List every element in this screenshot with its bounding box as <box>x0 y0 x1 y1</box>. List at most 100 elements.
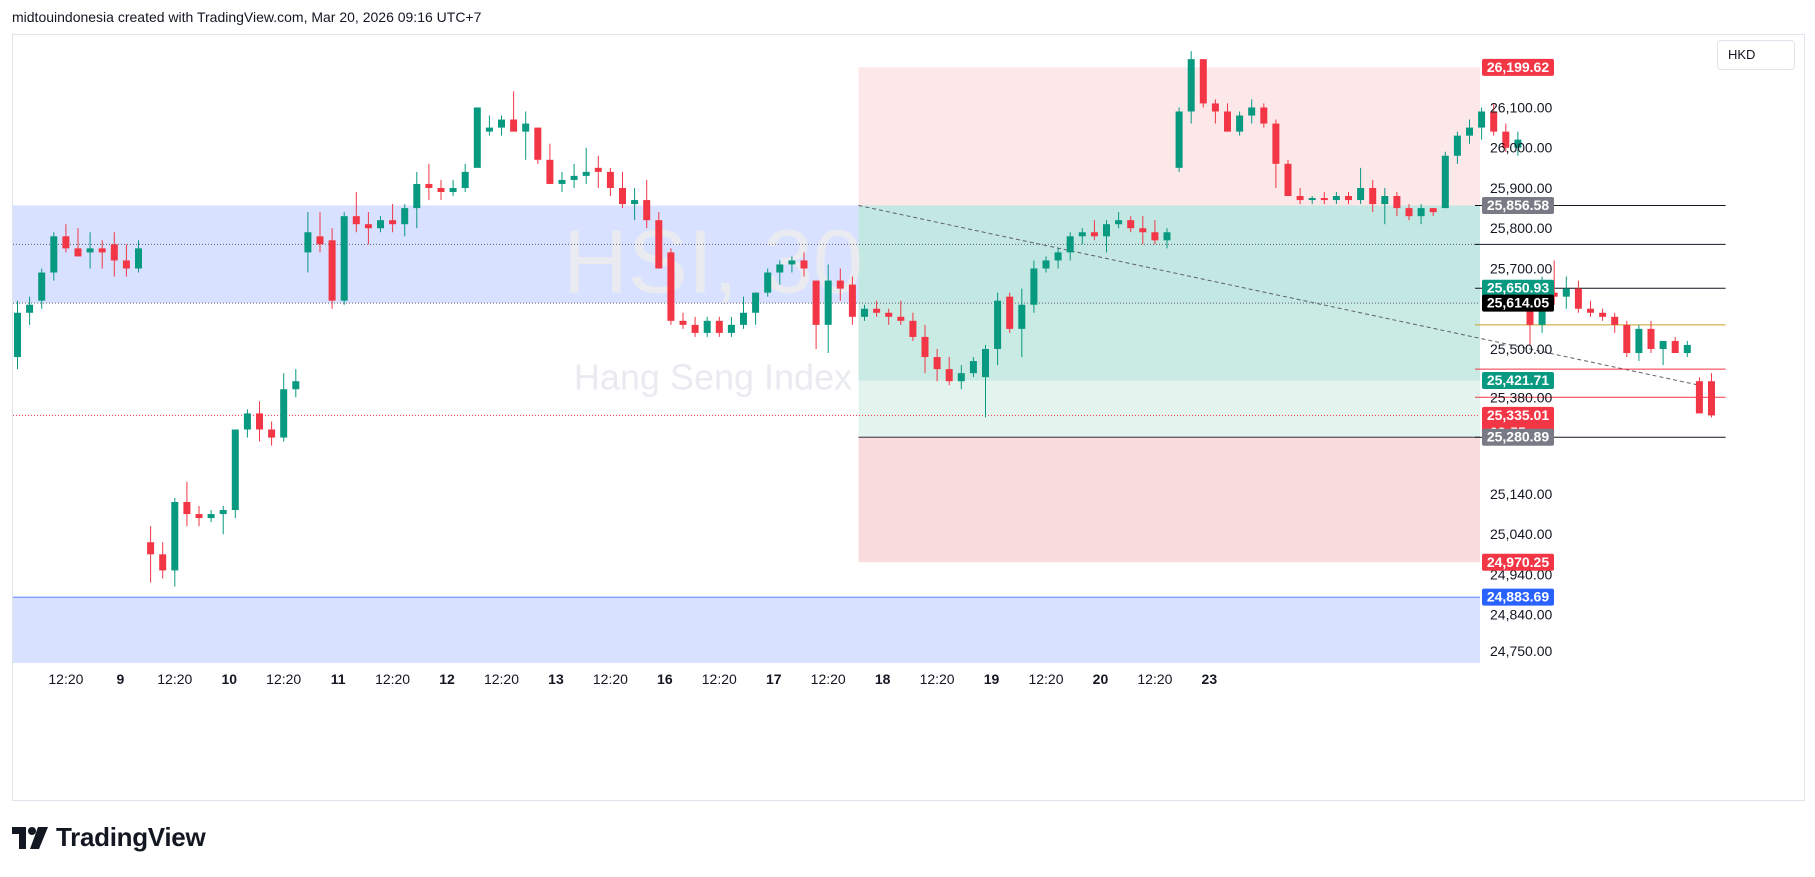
candle <box>74 228 82 257</box>
candle-body <box>1417 208 1425 217</box>
candle <box>231 429 239 519</box>
candle-body <box>788 260 796 265</box>
candle <box>1054 248 1062 269</box>
candle <box>558 171 566 192</box>
candle <box>340 212 348 305</box>
candle-body <box>606 171 614 188</box>
candle-body <box>1345 196 1352 201</box>
candle <box>1708 373 1715 418</box>
candle-body <box>752 292 760 313</box>
candle-body <box>558 179 566 184</box>
candle <box>1357 167 1365 205</box>
candle <box>219 506 227 535</box>
candle <box>1066 232 1074 261</box>
candle-body <box>1272 123 1280 164</box>
candle-body <box>691 324 699 333</box>
y-tick-label: 24,750.00 <box>1490 643 1552 659</box>
x-tick-label: 12:20 <box>1137 671 1172 687</box>
candle <box>655 212 663 269</box>
candle <box>1103 220 1110 253</box>
candle <box>1224 103 1231 132</box>
candle-body <box>764 272 772 293</box>
y-tick-label: 25,900.00 <box>1490 180 1552 196</box>
candle <box>1308 196 1316 205</box>
currency-selector[interactable]: HKD <box>1717 40 1795 70</box>
candle-body <box>86 248 94 253</box>
candle <box>1127 216 1135 233</box>
price-tag: 25,856.58 <box>1482 196 1554 214</box>
price-tag-label: 25,280.89 <box>1487 429 1549 445</box>
candle-body <box>352 216 360 225</box>
x-tick-label: 12:20 <box>920 671 955 687</box>
candle <box>957 365 965 390</box>
candle <box>1466 119 1473 144</box>
candle <box>534 127 542 164</box>
candle <box>1018 288 1026 358</box>
candle <box>631 187 639 221</box>
candle-body <box>727 324 735 333</box>
candle <box>38 268 46 309</box>
chart-frame: HSI, 30 Hang Seng Index 26,100.00 26,000.0… <box>12 34 1805 801</box>
candle-body <box>1139 228 1147 233</box>
candle <box>1345 192 1352 205</box>
price-tag: 25,650.93 <box>1482 279 1554 297</box>
price-tag-label: 24,883.69 <box>1487 589 1549 605</box>
y-tick-label: 25,700.00 <box>1490 260 1552 276</box>
candle <box>1332 192 1340 205</box>
candle <box>401 204 409 237</box>
price-tag: 25,614.05 <box>1482 294 1554 312</box>
candle-body <box>945 369 953 382</box>
candle-body <box>364 224 372 229</box>
x-tick-label: 9 <box>116 671 124 687</box>
price-tag-label: 25,856.58 <box>1487 197 1549 213</box>
candle-body <box>1683 344 1691 354</box>
candle <box>413 171 421 229</box>
candle <box>776 260 784 285</box>
candle <box>328 228 336 309</box>
candle <box>1187 51 1195 124</box>
candle-body <box>171 501 179 571</box>
candle <box>764 268 772 297</box>
candle-body <box>135 248 142 269</box>
candle <box>873 300 881 317</box>
candle-body <box>776 264 784 273</box>
candle <box>824 264 832 354</box>
candle <box>207 510 215 523</box>
price-tag: 25,421.71 <box>1482 372 1554 390</box>
candle <box>861 304 868 321</box>
watermark-name: Hang Seng Index <box>574 356 852 397</box>
y-tick-label: 25,140.00 <box>1490 486 1552 502</box>
candle <box>1175 107 1183 172</box>
target-zone-1 <box>858 205 1480 381</box>
candle-body <box>1587 308 1594 313</box>
candle <box>667 248 675 325</box>
candle-body <box>1006 296 1014 329</box>
candle <box>1042 256 1050 273</box>
candle <box>836 268 844 301</box>
candle <box>1635 324 1643 362</box>
candle <box>945 357 953 386</box>
candle-body <box>292 381 300 390</box>
candle <box>389 204 397 233</box>
candle <box>752 292 760 325</box>
candle-body <box>1695 381 1703 414</box>
candle-body <box>1078 232 1086 237</box>
price-tag-label: 26,199.62 <box>1487 59 1549 75</box>
candle <box>1611 312 1619 333</box>
candle-body <box>982 349 989 378</box>
candle-body <box>231 429 239 511</box>
candle-body <box>1090 232 1098 237</box>
candle <box>643 179 651 229</box>
candle-body <box>98 248 106 253</box>
candle-body <box>570 175 578 180</box>
candle <box>461 163 469 192</box>
price-tag-bg <box>1482 279 1554 297</box>
candle-body <box>1030 268 1038 305</box>
candle-body <box>510 119 518 132</box>
candle <box>135 240 142 273</box>
candle <box>848 276 856 325</box>
price-tag: 24,970.25 <box>1482 553 1554 571</box>
candle-body <box>969 361 977 374</box>
tradingview-logo[interactable]: TradingView <box>12 822 206 853</box>
